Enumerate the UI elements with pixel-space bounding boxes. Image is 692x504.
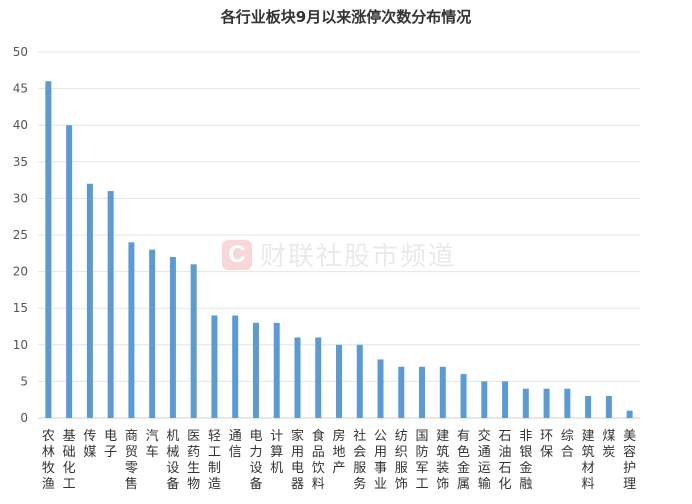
x-tick-label: 基础化工 bbox=[63, 429, 76, 492]
bar bbox=[252, 322, 259, 418]
y-tick-label: 35 bbox=[13, 155, 28, 169]
y-tick-label: 20 bbox=[13, 265, 28, 279]
y-tick-label: 5 bbox=[20, 374, 28, 388]
y-tick-label: 45 bbox=[13, 82, 28, 96]
bar bbox=[356, 344, 363, 418]
x-tick-label: 传媒 bbox=[83, 429, 96, 460]
bar bbox=[564, 388, 571, 418]
bar bbox=[128, 242, 135, 418]
x-tick-label: 食品饮料 bbox=[312, 428, 325, 492]
x-tick-label: 房地产 bbox=[332, 428, 345, 476]
bar bbox=[419, 366, 426, 418]
x-tick-label: 交通运输 bbox=[478, 428, 491, 492]
bar bbox=[460, 374, 467, 418]
bar bbox=[502, 381, 509, 418]
x-tick-label: 通信 bbox=[229, 429, 242, 460]
x-tick-label: 建筑装饰 bbox=[436, 429, 449, 492]
bar bbox=[190, 264, 197, 418]
x-axis-category-labels: 农林牧渔基础化工传媒电子商贸零售汽车机械设备医药生物轻工制造通信电力设备计算机家… bbox=[42, 428, 636, 492]
x-tick-label: 社会服务 bbox=[353, 428, 366, 492]
bar bbox=[439, 366, 446, 418]
bar bbox=[398, 366, 405, 418]
x-tick-label: 非银金融 bbox=[519, 429, 532, 492]
x-tick-label: 商贸零售 bbox=[125, 429, 138, 492]
x-tick-label: 电子 bbox=[104, 429, 117, 460]
bar bbox=[273, 322, 280, 418]
x-tick-label: 有色金属 bbox=[457, 429, 470, 492]
x-tick-label: 农林牧渔 bbox=[42, 429, 55, 492]
bar bbox=[169, 256, 176, 418]
x-tick-label: 石油石化 bbox=[499, 429, 512, 492]
bar bbox=[605, 396, 612, 418]
x-tick-label: 综合 bbox=[561, 429, 574, 460]
bar bbox=[232, 315, 239, 418]
y-tick-label: 50 bbox=[13, 45, 28, 59]
y-tick-label: 15 bbox=[13, 301, 28, 315]
bar bbox=[585, 396, 592, 418]
bar bbox=[86, 183, 93, 418]
bar bbox=[543, 388, 550, 418]
x-tick-label: 美容护理 bbox=[623, 429, 636, 492]
x-tick-label: 建筑材料 bbox=[582, 429, 595, 492]
x-tick-label: 机械设备 bbox=[166, 429, 179, 492]
x-tick-label: 煤炭 bbox=[602, 429, 615, 460]
x-tick-label: 轻工制造 bbox=[208, 429, 221, 492]
bar bbox=[211, 315, 218, 418]
bar bbox=[336, 344, 342, 418]
bar bbox=[377, 359, 384, 418]
x-tick-label: 国防军工 bbox=[416, 429, 429, 492]
y-tick-label: 40 bbox=[13, 118, 28, 132]
x-tick-label: 汽车 bbox=[146, 429, 159, 460]
y-axis-tick-labels: 0 5 10 15 20 25 30 35 40 45 50 bbox=[13, 45, 28, 425]
bar bbox=[522, 388, 529, 418]
x-tick-label: 计算机 bbox=[270, 429, 283, 476]
y-tick-label: 30 bbox=[13, 191, 28, 205]
bar bbox=[149, 249, 156, 418]
chart-title: 各行业板块9月以来涨停次数分布情况 bbox=[220, 8, 472, 26]
bar bbox=[294, 337, 301, 418]
x-tick-label: 家用电器 bbox=[291, 428, 304, 492]
x-tick-label: 医药生物 bbox=[187, 429, 200, 492]
y-tick-label: 0 bbox=[20, 411, 28, 425]
y-tick-label: 10 bbox=[13, 338, 28, 352]
x-tick-label: 纺织服饰 bbox=[395, 429, 408, 492]
y-tick-label: 25 bbox=[13, 228, 28, 242]
watermark-text: 财联社股市频道 bbox=[260, 242, 457, 272]
bar bbox=[66, 125, 73, 418]
x-tick-label: 公用事业 bbox=[374, 429, 387, 492]
gridlines bbox=[38, 51, 640, 382]
x-tick-label: 电力设备 bbox=[249, 429, 262, 492]
bar bbox=[626, 410, 633, 418]
bar bbox=[481, 381, 488, 418]
watermark: C 财联社股市频道 bbox=[222, 236, 456, 273]
x-tick-label: 环保 bbox=[540, 429, 553, 460]
bar bbox=[315, 337, 322, 418]
bar bbox=[107, 191, 114, 418]
bars bbox=[45, 81, 633, 418]
bar bbox=[45, 81, 52, 418]
watermark-logo: C bbox=[222, 239, 252, 270]
